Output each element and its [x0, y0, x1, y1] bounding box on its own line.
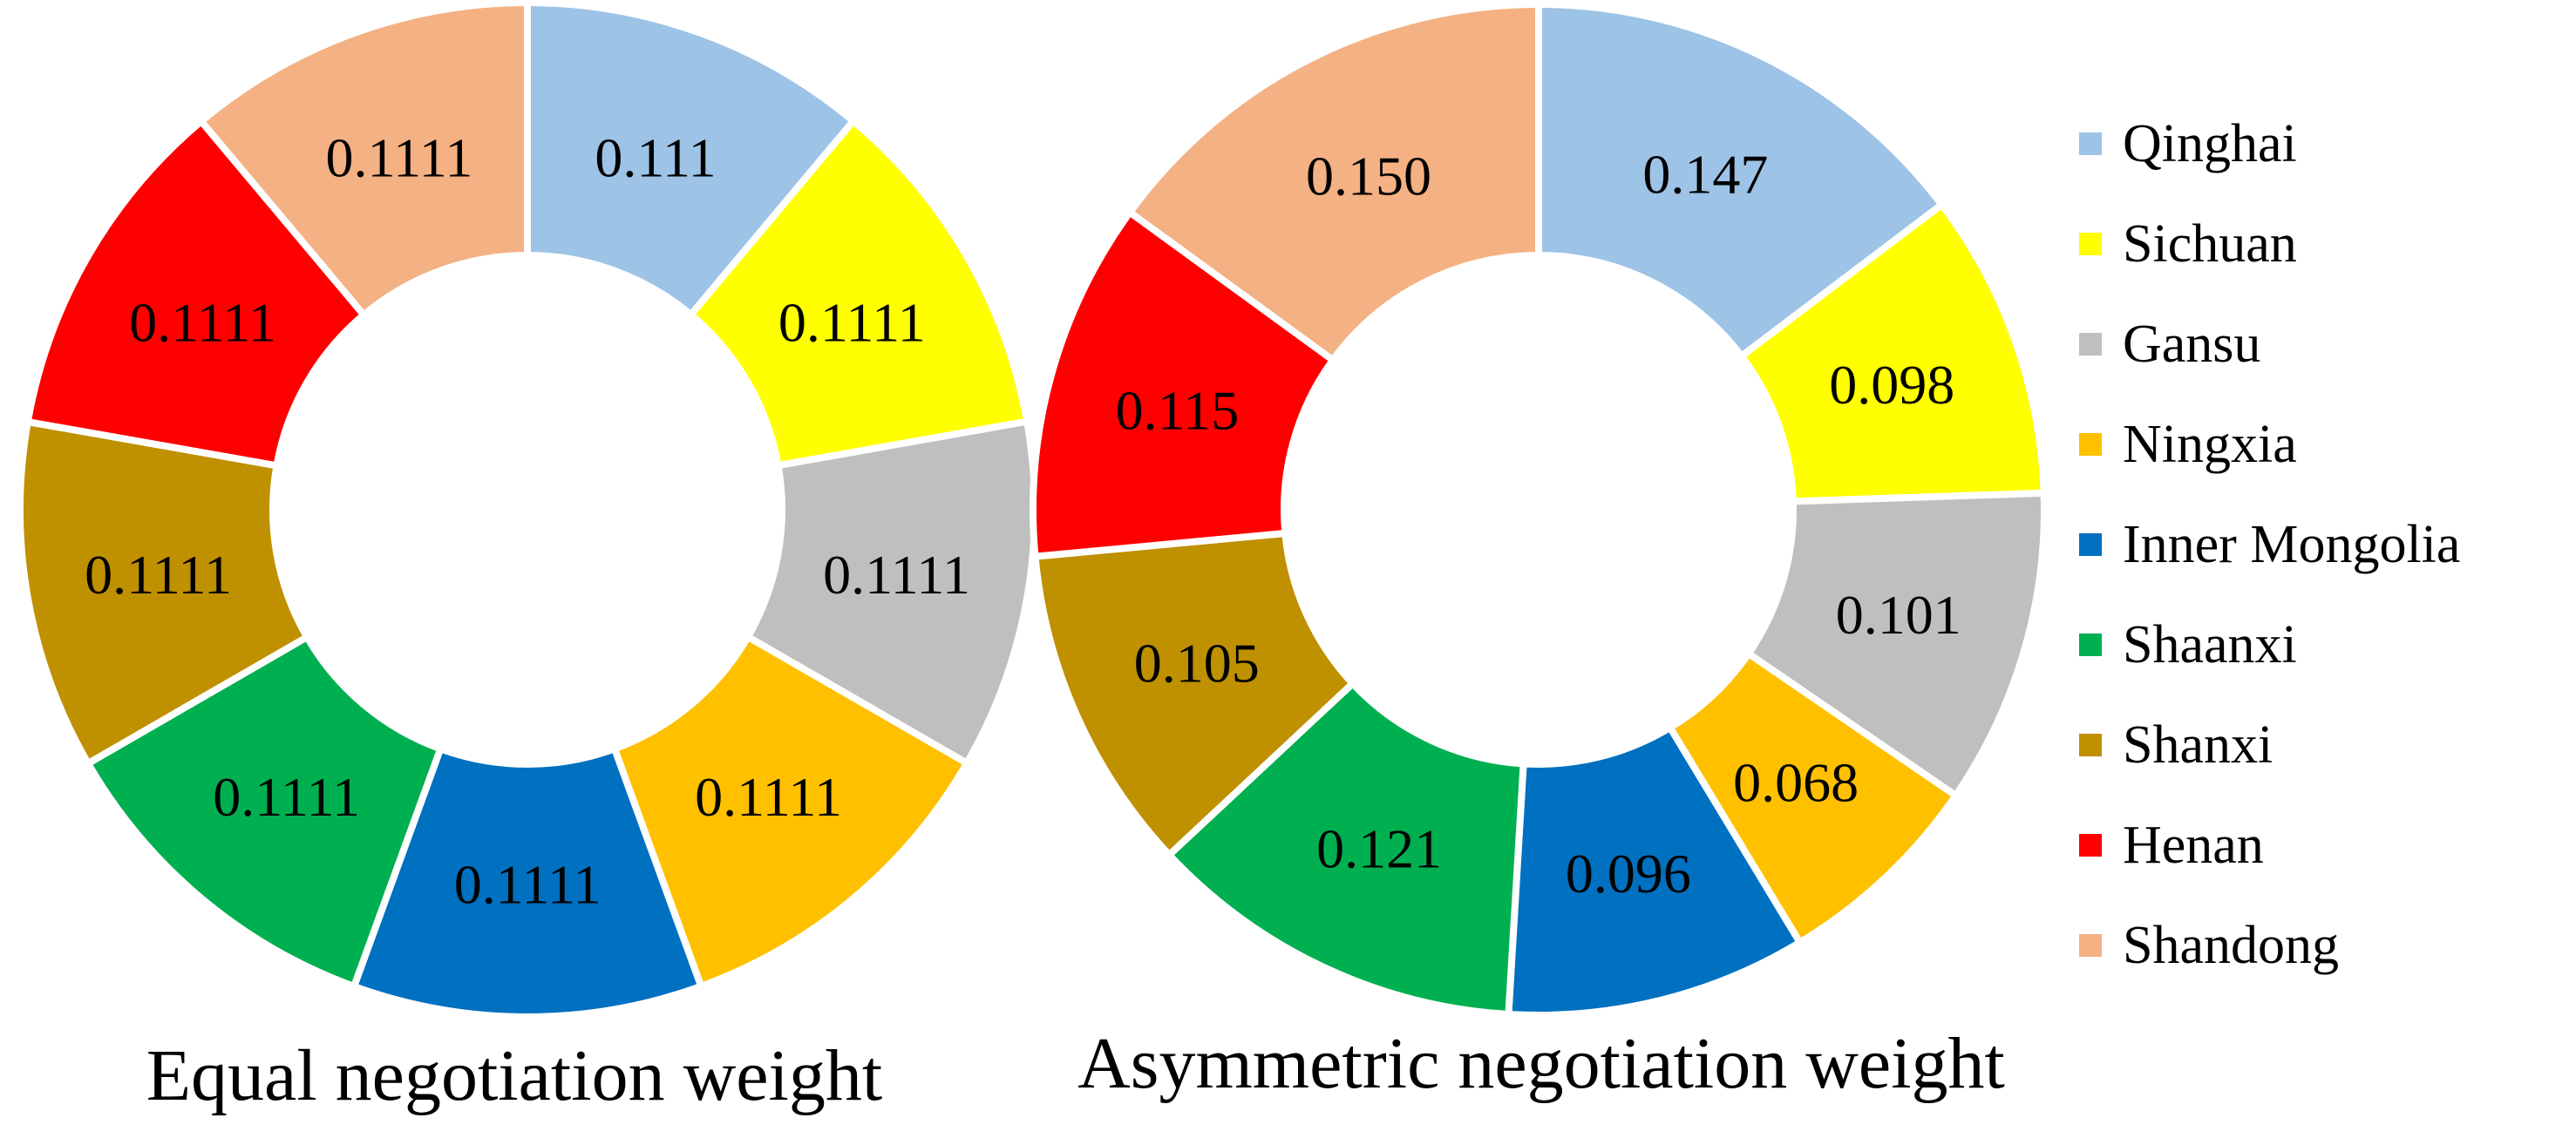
asymmetric-weight-donut-chart: 0.147 0.098 0.101 0.068 0.096 0.121 0.105 0.115… — [1030, 1, 2049, 1019]
legend-swatch-gansu — [2079, 333, 2102, 356]
legend-label-gansu: Gansu — [2123, 315, 2260, 374]
slice-shaanxi — [1166, 680, 1527, 1018]
data-label-henan: 0.1111 — [129, 292, 276, 354]
slice-shanxi — [17, 418, 311, 768]
slice-gansu — [1744, 489, 2049, 799]
data-label-henan: 0.115 — [1116, 379, 1240, 441]
slice-shanxi — [1031, 529, 1356, 859]
data-label-shanxi: 0.105 — [1134, 633, 1260, 694]
slice-shaanxi — [85, 633, 445, 990]
data-label-shandong: 0.1111 — [325, 126, 472, 188]
legend-label-sichuan: Sichuan — [2123, 214, 2297, 274]
equal-weight-chart-title: Equal negotiation weight — [146, 1035, 882, 1116]
data-label-qinghai: 0.111 — [595, 126, 716, 188]
data-label-shanxi: 0.1111 — [85, 544, 232, 606]
legend-label-ningxia: Ningxia — [2123, 415, 2297, 474]
legend-label-qinghai: Qinghai — [2123, 114, 2297, 173]
slice-sichuan — [1737, 200, 2048, 505]
legend-label-inner-mongolia: Inner Mongolia — [2123, 515, 2460, 574]
legend-swatch-ningxia — [2079, 433, 2102, 456]
legend-swatch-henan — [2079, 834, 2102, 857]
legend: Qinghai Sichuan Gansu Ningxia Inner Mongolia… — [2079, 114, 2460, 975]
data-label-shaanxi: 0.121 — [1316, 818, 1442, 880]
legend-label-shandong: Shandong — [2123, 916, 2339, 975]
slice-henan — [24, 118, 368, 470]
slice-qinghai — [524, 0, 857, 319]
data-label-inner-mongolia: 0.1111 — [454, 854, 602, 916]
legend-swatch-sichuan — [2079, 233, 2102, 255]
equal-weight-donut-chart: 0.111 0.1111 0.1111 0.1111 0.1111 0.1111 0.111… — [17, 0, 1038, 1020]
slice-ningxia — [610, 633, 971, 990]
slice-shandong — [197, 0, 531, 319]
data-label-qinghai: 0.147 — [1642, 143, 1768, 205]
data-label-sichuan: 0.1111 — [778, 291, 926, 353]
slice-shandong — [1126, 1, 1542, 364]
legend-label-shanxi: Shanxi — [2123, 715, 2273, 775]
data-label-ningxia: 0.1111 — [695, 766, 842, 828]
legend-swatch-inner-mongolia — [2079, 533, 2102, 556]
legend-swatch-shandong — [2079, 934, 2102, 957]
slice-sichuan — [687, 117, 1031, 470]
slice-qinghai — [1535, 1, 1946, 360]
data-label-shandong: 0.150 — [1306, 145, 1431, 207]
legend-swatch-shanxi — [2079, 734, 2102, 756]
slice-inner-mongolia — [350, 745, 705, 1020]
legend-swatch-shaanxi — [2079, 633, 2102, 656]
data-label-inner-mongolia: 0.096 — [1566, 843, 1691, 904]
data-label-shaanxi: 0.1111 — [213, 766, 360, 828]
asymmetric-weight-chart-title: Asymmetric negotiation weight — [1077, 1023, 2005, 1104]
data-label-sichuan: 0.098 — [1829, 354, 1954, 416]
data-label-ningxia: 0.068 — [1733, 751, 1859, 813]
legend-label-shaanxi: Shaanxi — [2123, 615, 2297, 674]
data-label-gansu: 0.101 — [1836, 584, 1961, 646]
slice-henan — [1030, 208, 1336, 560]
legend-label-henan: Henan — [2123, 816, 2264, 875]
slice-inner-mongolia — [1505, 724, 1804, 1019]
data-label-gansu: 0.1111 — [823, 544, 970, 606]
legend-swatch-qinghai — [2079, 132, 2102, 155]
